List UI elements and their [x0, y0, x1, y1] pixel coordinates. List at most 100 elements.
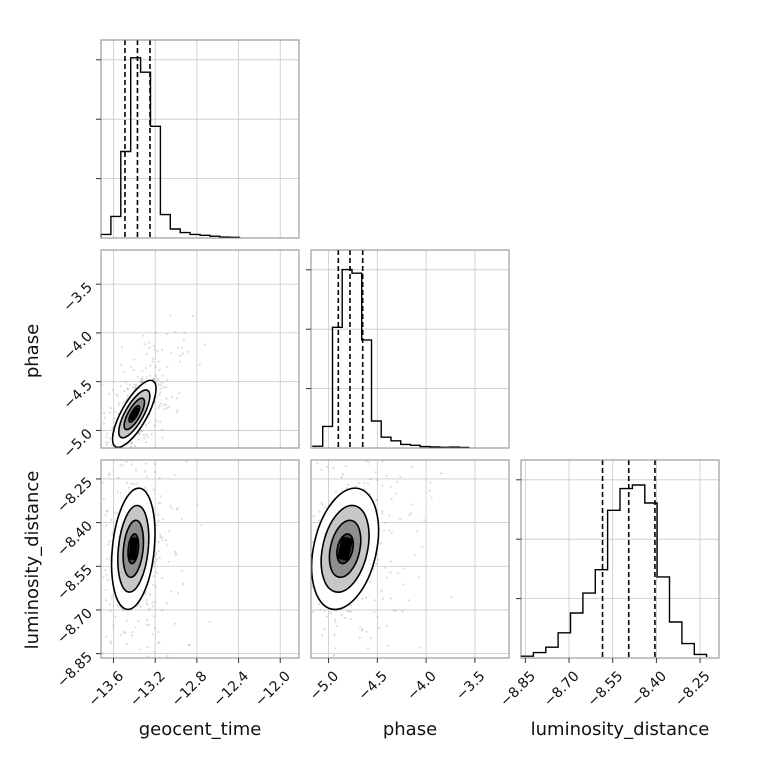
x-tick-label: −8.55: [585, 668, 627, 710]
sample-point: [163, 408, 166, 411]
sample-point: [110, 642, 113, 645]
sample-point: [109, 411, 112, 414]
sample-point: [334, 490, 338, 493]
sample-point: [106, 557, 109, 560]
sample-point: [157, 360, 160, 363]
sample-point: [135, 383, 138, 386]
sample-point: [388, 514, 391, 517]
sample-point: [402, 583, 405, 586]
sample-point: [126, 481, 129, 484]
sample-point: [145, 433, 148, 436]
sample-point: [129, 383, 132, 386]
x-tick-label: −8.70: [541, 668, 583, 710]
sample-point: [381, 484, 384, 487]
sample-point: [165, 397, 168, 400]
sample-point: [111, 594, 114, 597]
sample-point: [318, 510, 321, 513]
sample-point: [147, 421, 151, 424]
contour-group: [111, 379, 157, 449]
sample-point: [158, 556, 161, 559]
sample-point: [155, 586, 158, 589]
sample-point: [120, 363, 123, 366]
sample-point: [155, 331, 158, 334]
sample-point: [110, 518, 113, 522]
sample-point: [155, 523, 158, 527]
sample-point: [334, 620, 337, 624]
sample-point: [157, 641, 160, 645]
sample-point: [151, 601, 154, 604]
sample-point: [167, 405, 171, 408]
x-tick-label: −12.4: [211, 668, 253, 710]
density-panel-geocent_time-luminosity_distance: [101, 460, 211, 658]
sample-point: [188, 643, 191, 646]
sample-point: [103, 416, 107, 419]
sample-point: [107, 441, 110, 444]
sample-point: [403, 567, 406, 570]
sample-point: [362, 481, 365, 485]
sample-point: [133, 384, 136, 387]
sample-point: [109, 640, 112, 643]
sample-point: [344, 465, 347, 468]
sample-point: [316, 462, 319, 465]
sample-point: [116, 490, 119, 493]
x-tick-label: −4.0: [404, 668, 439, 703]
sample-point: [170, 590, 173, 593]
x-axis-label-luminosity-distance: luminosity_distance: [531, 719, 710, 740]
sample-point: [156, 558, 159, 561]
sample-point: [346, 609, 349, 613]
sample-point: [130, 482, 133, 485]
sample-point: [141, 370, 144, 373]
sample-point: [162, 386, 165, 389]
sample-point: [126, 387, 129, 390]
sample-point: [164, 538, 167, 542]
sample-point: [155, 380, 158, 384]
sample-point: [153, 424, 156, 427]
sample-point: [119, 492, 122, 495]
y-axis-label-phase: phase: [22, 324, 43, 378]
sample-point: [119, 385, 122, 388]
sample-point: [174, 553, 177, 556]
sample-point: [116, 394, 119, 397]
sample-point: [361, 597, 364, 601]
sample-point: [385, 475, 388, 478]
sample-point: [117, 476, 120, 479]
sample-point: [138, 648, 141, 651]
sample-point: [159, 495, 162, 498]
sample-point: [158, 368, 161, 371]
y-tick-label: −5.0: [60, 426, 95, 461]
sample-point: [376, 558, 379, 561]
sample-point: [180, 569, 183, 572]
sample-point: [130, 634, 133, 637]
sample-point: [158, 394, 161, 397]
sample-point: [312, 610, 315, 613]
sample-point: [111, 426, 114, 429]
sample-point: [340, 614, 343, 617]
sample-point: [140, 381, 143, 384]
sample-point: [162, 518, 165, 521]
sample-point: [374, 471, 377, 474]
sample-point: [153, 462, 156, 465]
sample-point: [173, 550, 176, 554]
panel-frame: [310, 459, 510, 659]
sample-point: [151, 357, 155, 360]
sample-point: [108, 393, 111, 396]
sample-point: [151, 360, 154, 363]
sample-point: [107, 474, 110, 477]
sample-point: [116, 512, 119, 515]
sample-point: [378, 626, 381, 630]
sample-point: [320, 468, 323, 472]
y-tick-label: −8.40: [54, 518, 96, 560]
sample-point: [152, 565, 155, 568]
x-tick-label: −8.40: [628, 668, 670, 710]
sample-point: [187, 643, 190, 647]
sample-point: [368, 461, 371, 464]
sample-point: [312, 515, 315, 518]
sample-point: [423, 519, 426, 522]
sample-point: [369, 580, 372, 584]
sample-point: [136, 482, 139, 485]
sample-point: [145, 623, 148, 626]
sample-point: [130, 463, 134, 466]
sample-point: [161, 348, 164, 351]
sample-point: [122, 631, 126, 634]
sample-point: [144, 424, 147, 427]
